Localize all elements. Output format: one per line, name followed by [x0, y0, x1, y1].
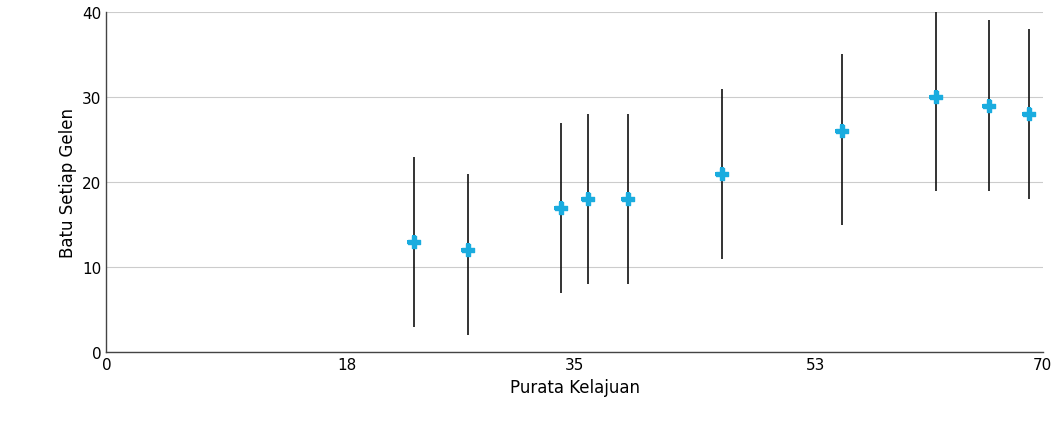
Point — [580, 196, 597, 203]
Point — [927, 94, 944, 101]
Point — [833, 128, 850, 135]
Point — [1020, 111, 1037, 118]
Point — [405, 239, 422, 246]
Point — [981, 103, 998, 110]
Y-axis label: Batu Setiap Gelen: Batu Setiap Gelen — [59, 108, 77, 258]
Point — [619, 196, 636, 203]
X-axis label: Purata Kelajuan: Purata Kelajuan — [510, 378, 639, 396]
Point — [713, 171, 730, 178]
Point — [552, 205, 569, 212]
Point — [459, 247, 476, 254]
